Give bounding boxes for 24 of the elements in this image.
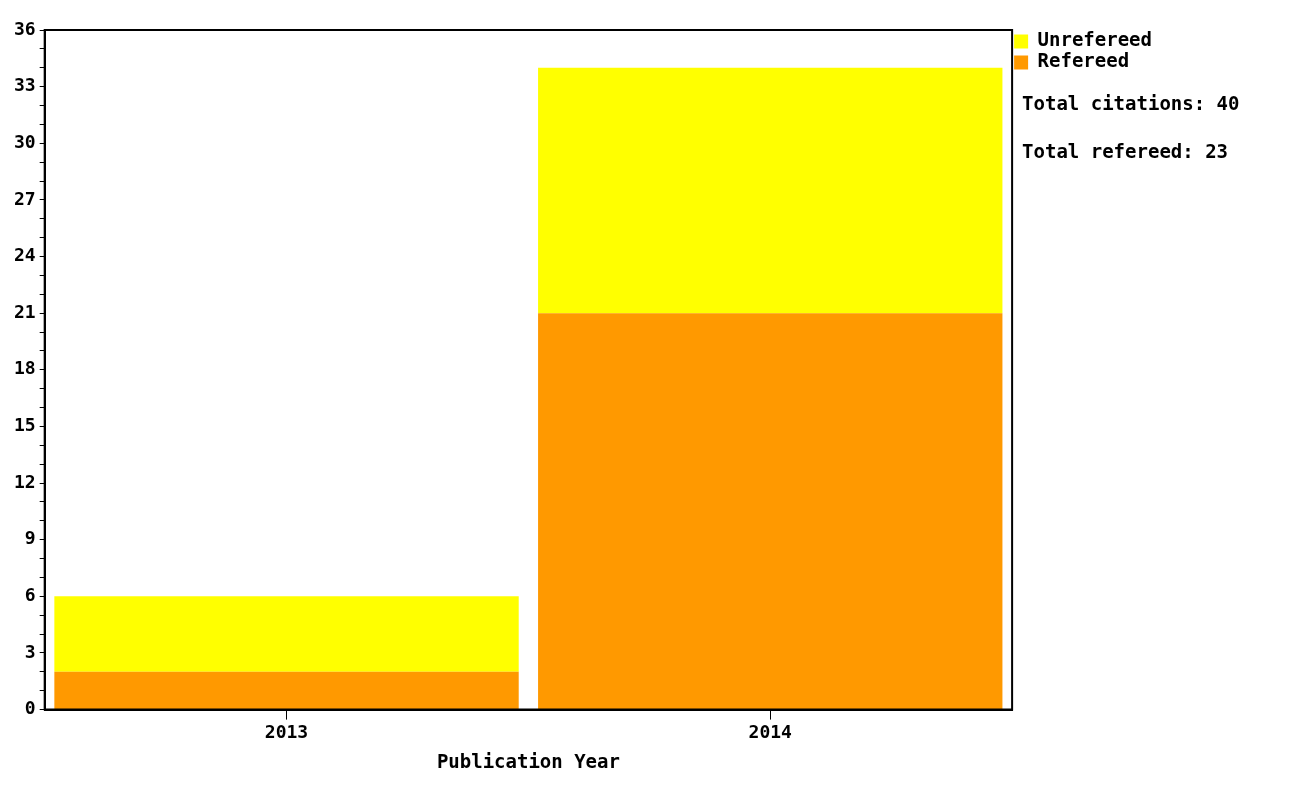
bar — [54, 671, 519, 710]
legend-label: Refereed — [1037, 49, 1130, 72]
legend-label: Unrefereed — [1037, 28, 1152, 51]
y-tick-label: 18 — [13, 357, 36, 379]
bar — [538, 67, 1003, 314]
x-tick-label: 2014 — [748, 721, 793, 743]
y-tick-label: 36 — [13, 17, 36, 39]
y-tick-label: 6 — [24, 584, 36, 606]
bar — [54, 596, 519, 672]
y-tick-label: 9 — [24, 527, 36, 549]
x-tick-label: 2013 — [264, 721, 309, 743]
bar — [538, 313, 1003, 710]
y-tick-label: 15 — [13, 414, 36, 436]
x-axis-title: Publication Year — [436, 749, 620, 772]
y-tick-label: 30 — [13, 130, 36, 152]
y-tick-label: 33 — [13, 74, 36, 96]
text: Total refereed: 23 — [1022, 140, 1229, 163]
y-tick-label: 12 — [13, 470, 36, 492]
y-tick-label: 21 — [13, 300, 36, 322]
y-tick-label: 3 — [24, 640, 36, 662]
text: Total citations: 40 — [1022, 92, 1240, 115]
y-tick-label: 27 — [13, 187, 36, 209]
y-tick-label: 24 — [13, 244, 36, 266]
y-tick-label: 0 — [24, 697, 36, 719]
